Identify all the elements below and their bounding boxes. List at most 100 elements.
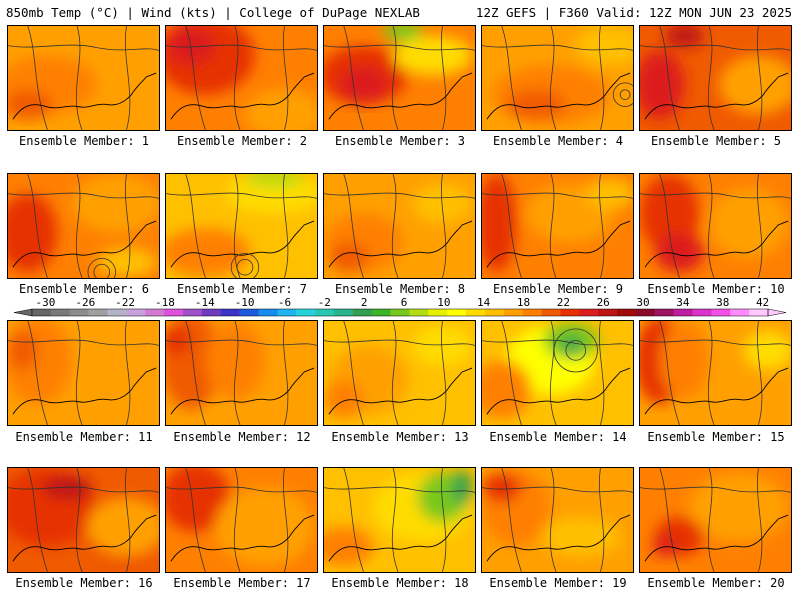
height-contour <box>125 321 131 425</box>
height-contour <box>185 468 206 572</box>
temperature-field <box>640 468 791 572</box>
colorbar-swatch <box>730 309 750 316</box>
height-contour <box>482 486 633 493</box>
ensemble-map-panel <box>639 320 792 426</box>
height-contour <box>640 44 791 51</box>
colorbar-swatch <box>239 309 259 316</box>
colorbar-swatch <box>352 309 372 316</box>
colorbar-swatch <box>371 309 391 316</box>
height-contour <box>482 192 633 199</box>
colorbar-swatch <box>466 309 486 316</box>
ensemble-member-label: Ensemble Member: 4 <box>492 134 624 148</box>
height-contour <box>8 486 159 493</box>
colorbar-min-arrow <box>14 308 33 317</box>
height-contour <box>324 192 475 199</box>
height-contour <box>640 339 791 346</box>
height-contour <box>391 26 399 130</box>
colorbar-tick-label: 38 <box>716 296 729 309</box>
colorbar-swatch <box>145 309 165 316</box>
coastline <box>644 72 789 120</box>
ensemble-member-label: Ensemble Member: 19 <box>489 576 627 590</box>
ensemble-member-label: Ensemble Member: 2 <box>176 134 308 148</box>
colorbar-swatch <box>277 309 297 316</box>
height-contour <box>343 468 364 572</box>
colorbar-swatch <box>182 309 203 316</box>
ensemble-member-label: Ensemble Member: 3 <box>334 134 466 148</box>
temperature-field <box>324 26 475 130</box>
coastline <box>644 220 789 268</box>
temperature-field <box>324 174 475 278</box>
height-contour <box>441 321 447 425</box>
height-contour <box>166 486 317 493</box>
height-contour <box>166 44 317 51</box>
temperature-field <box>8 468 159 572</box>
coastline <box>12 514 157 562</box>
height-contour <box>757 321 763 425</box>
ensemble-map-panel <box>481 467 634 573</box>
height-contour <box>659 468 680 572</box>
height-contour <box>166 192 317 199</box>
colorbar-swatch <box>503 309 523 316</box>
height-contour <box>757 174 763 278</box>
colorbar-swatch <box>617 309 637 316</box>
height-contour <box>8 339 159 346</box>
temperature-field <box>324 321 475 425</box>
ensemble-member-label: Ensemble Member: 14 <box>489 430 627 444</box>
height-contour <box>125 174 131 278</box>
coastline <box>12 220 157 268</box>
ensemble-map-panel <box>165 173 318 279</box>
height-contour <box>343 321 364 425</box>
temperature-field <box>8 174 159 278</box>
height-contour <box>482 44 633 51</box>
map-title: 850mb Temp (°C) | Wind (kts) | College o… <box>6 5 420 20</box>
colorbar-swatch <box>560 309 580 316</box>
temperature-field <box>482 321 633 425</box>
colorbar-swatch <box>692 309 712 316</box>
temperature-field <box>8 321 159 425</box>
colorbar-swatch <box>201 309 222 316</box>
height-contour <box>343 26 364 130</box>
height-contour <box>324 44 475 51</box>
colorbar-max-arrow <box>767 308 786 317</box>
ensemble-member-label: Ensemble Member: 16 <box>15 576 153 590</box>
height-contour <box>343 174 364 278</box>
colorbar-tick-label: 26 <box>597 296 610 309</box>
height-contour <box>707 174 715 278</box>
height-contour <box>659 321 680 425</box>
height-contour <box>391 174 399 278</box>
height-contour <box>501 26 522 130</box>
colorbar-swatch <box>164 309 184 316</box>
colorbar-swatch <box>390 309 410 316</box>
coastline <box>328 514 473 562</box>
colorbar-swatch <box>258 309 278 316</box>
height-contour <box>185 26 206 130</box>
height-contour <box>707 468 715 572</box>
height-contour <box>441 174 447 278</box>
ensemble-map-panel <box>165 25 318 131</box>
height-contour <box>75 174 83 278</box>
colorbar-tick-label: -14 <box>195 296 215 309</box>
colorbar-swatch <box>220 309 240 316</box>
colorbar-tick-label: 6 <box>401 296 408 309</box>
colorbar-swatch <box>484 309 505 316</box>
ensemble-member-label: Ensemble Member: 9 <box>492 282 624 296</box>
ensemble-member-label: Ensemble Member: 7 <box>176 282 308 296</box>
height-contour <box>501 321 522 425</box>
height-contour <box>707 321 715 425</box>
ensemble-map-panel <box>481 173 634 279</box>
ensemble-map-panel <box>323 25 476 131</box>
height-contour <box>8 44 159 51</box>
height-contour <box>233 321 241 425</box>
ensemble-member-label: Ensemble Member: 6 <box>18 282 150 296</box>
ensemble-map-panel <box>7 25 160 131</box>
ensemble-map-panel <box>323 320 476 426</box>
height-contour <box>501 174 522 278</box>
colorbar-swatch <box>32 309 52 316</box>
height-contour <box>283 174 289 278</box>
height-contour <box>640 192 791 199</box>
temperature-field <box>166 321 317 425</box>
height-contour <box>8 192 159 199</box>
height-contour <box>283 26 289 130</box>
height-contour <box>549 174 557 278</box>
colorbar-swatch <box>409 309 429 316</box>
